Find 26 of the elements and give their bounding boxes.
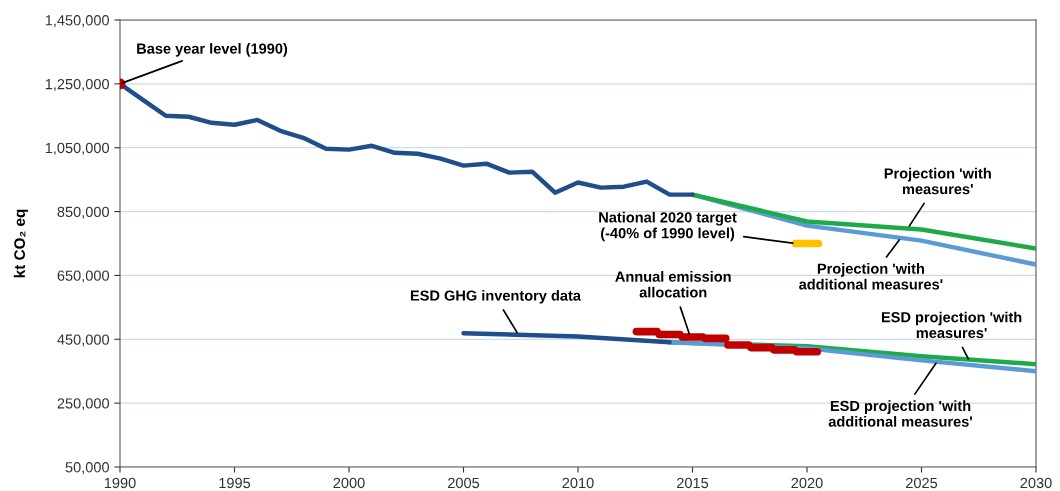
- y-axis-title: kt CO₂ eq: [13, 209, 29, 278]
- y-tick-label: 250,000: [57, 398, 110, 411]
- x-tick-label: 2025: [906, 477, 938, 489]
- annotation: Projection 'with additional measures': [799, 263, 943, 290]
- annotation: National 2020 target (-40% of 1990 level): [599, 211, 737, 242]
- x-tick-label: 1995: [219, 477, 251, 489]
- x-tick-label: 2000: [333, 477, 365, 489]
- x-tick-label: 2010: [562, 477, 594, 489]
- x-tick-label: 2015: [677, 477, 709, 489]
- annotation: ESD projection 'with additional measures': [828, 400, 973, 427]
- x-tick-label: 2005: [448, 477, 480, 489]
- y-tick-label: 850,000: [57, 206, 110, 219]
- annotation: Annual emission allocation: [615, 271, 731, 298]
- y-tick-label: 450,000: [57, 334, 110, 347]
- y-tick-label: 1,250,000: [45, 78, 110, 92]
- x-tick-label: 2030: [1020, 477, 1052, 489]
- annotation: ESD GHG inventory data: [410, 290, 582, 304]
- x-tick-label: 1990: [104, 477, 136, 489]
- annotation: Projection 'with measures': [884, 167, 991, 195]
- annotation: ESD projection 'with measures': [881, 311, 1022, 339]
- y-tick-label: 50,000: [65, 462, 110, 475]
- x-tick-label: 2020: [791, 477, 823, 489]
- y-tick-label: 650,000: [57, 270, 110, 283]
- y-tick-label: 1,450,000: [45, 15, 110, 28]
- annotation: Base year level (1990): [137, 43, 288, 57]
- y-tick-label: 1,050,000: [45, 142, 110, 155]
